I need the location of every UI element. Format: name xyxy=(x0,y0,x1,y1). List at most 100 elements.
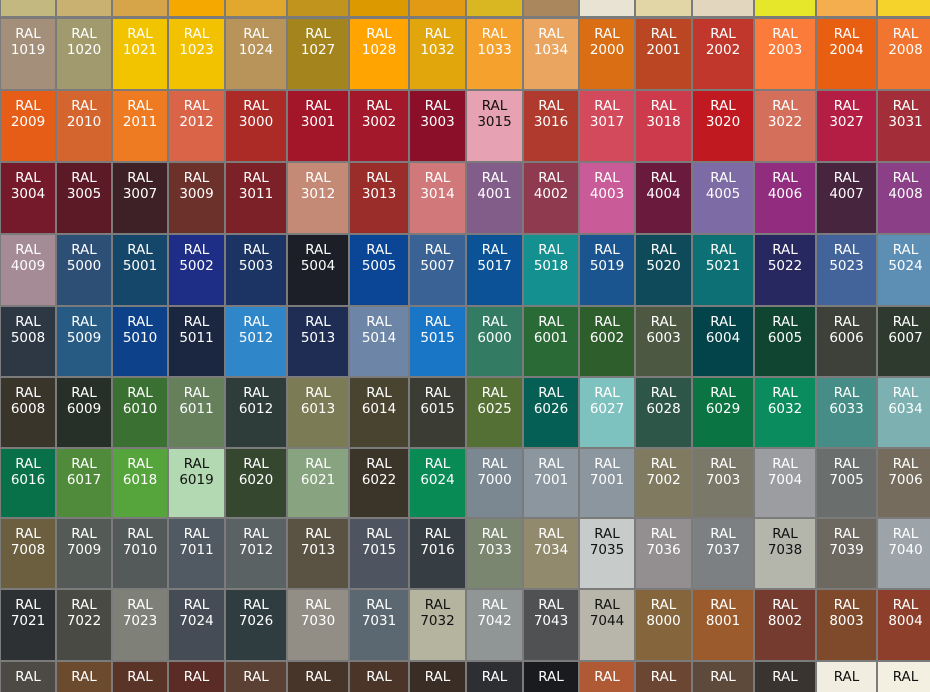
swatch-label: RAL xyxy=(127,98,153,114)
swatch-label: RAL xyxy=(127,669,153,685)
swatch-label: RAL xyxy=(481,98,508,114)
swatch-code: 3013 xyxy=(361,186,397,202)
color-swatch: RAL 3020 xyxy=(693,91,753,161)
swatch-label: RAL xyxy=(538,314,564,330)
swatch-code: 6006 xyxy=(829,330,864,346)
color-swatch: RAL 1028 xyxy=(350,19,408,89)
swatch-label: RAL xyxy=(892,669,919,685)
color-swatch: RAL 7003 xyxy=(693,449,753,517)
swatch-label: RAL xyxy=(183,314,210,330)
color-swatch: RAL 6021 xyxy=(288,449,348,517)
swatch-label: RAL xyxy=(366,314,392,330)
swatch-label: RAL xyxy=(305,98,331,114)
color-swatch: RAL 3001 xyxy=(288,91,348,161)
color-swatch: RAL 5014 xyxy=(350,307,408,376)
color-swatch: RAL 6003 xyxy=(636,307,691,376)
color-swatch: RAL 7022 xyxy=(57,590,111,660)
color-swatch: RAL 8001 xyxy=(693,590,753,660)
swatch-label: RAL xyxy=(305,669,331,685)
swatch-code: 6033 xyxy=(829,401,864,417)
swatch-code: 7008 xyxy=(10,542,46,558)
color-swatch: RAL 7030 xyxy=(288,590,348,660)
color-swatch: RAL 2009 xyxy=(1,91,55,161)
swatch-label: RAL xyxy=(650,170,677,186)
swatch-label: RAL xyxy=(538,669,564,685)
color-swatch: RAL 6013 xyxy=(288,378,348,447)
color-swatch: RAL 4009 xyxy=(1,235,55,305)
swatch-code: 3016 xyxy=(533,114,569,130)
color-swatch: RAL 2001 xyxy=(636,19,691,89)
swatch-code: 3031 xyxy=(888,114,923,130)
swatch-code: 5017 xyxy=(477,258,512,274)
color-swatch: RAL 2003 xyxy=(755,19,815,89)
swatch-code: 3009 xyxy=(179,186,214,202)
swatch-label: RAL xyxy=(650,597,677,613)
color-swatch: RAL 7010 xyxy=(113,519,167,588)
color-swatch: RAL 6032 xyxy=(755,378,815,447)
swatch-label: RAL xyxy=(424,98,451,114)
color-swatch-partial xyxy=(524,0,578,16)
swatch-label: RAL xyxy=(892,170,919,186)
swatch-label: RAL xyxy=(772,669,798,685)
color-swatch: RAL 3004 xyxy=(1,163,55,233)
color-swatch: RAL 5005 xyxy=(350,235,408,305)
swatch-code: 6021 xyxy=(300,472,336,488)
color-swatch: RAL 7036 xyxy=(636,519,691,588)
color-swatch: RAL 6029 xyxy=(693,378,753,447)
color-swatch: RAL 1034 xyxy=(524,19,578,89)
color-swatch: RAL 5020 xyxy=(636,235,691,305)
swatch-code: 8000 xyxy=(646,613,681,629)
swatch-label: RAL xyxy=(772,526,798,542)
swatch-label: RAL xyxy=(424,456,451,472)
swatch-code: 5023 xyxy=(829,258,864,274)
swatch-code: 7009 xyxy=(66,542,102,558)
color-swatch: RAL 5004 xyxy=(288,235,348,305)
swatch-code: 3022 xyxy=(767,114,803,130)
swatch-label: RAL xyxy=(650,526,677,542)
color-swatch: RAL 7012 xyxy=(226,519,286,588)
swatch-code: 5019 xyxy=(589,258,625,274)
color-swatch-partial: RAL xyxy=(288,662,348,692)
swatch-label: RAL xyxy=(243,526,269,542)
swatch-label: RAL xyxy=(15,98,41,114)
swatch-code: 5022 xyxy=(767,258,803,274)
color-swatch: RAL 5019 xyxy=(580,235,634,305)
swatch-label: RAL xyxy=(710,26,736,42)
swatch-code: 7036 xyxy=(646,542,681,558)
swatch-code: 6029 xyxy=(705,401,741,417)
swatch-label: RAL xyxy=(71,314,97,330)
color-swatch: RAL 3017 xyxy=(580,91,634,161)
swatch-code: 4004 xyxy=(646,186,681,202)
color-swatch: RAL 7026 xyxy=(226,590,286,660)
swatch-code: 2004 xyxy=(829,42,864,58)
swatch-code: 1028 xyxy=(361,42,397,58)
swatch-label: RAL xyxy=(594,26,620,42)
swatch-code: 2010 xyxy=(66,114,102,130)
swatch-code: 6028 xyxy=(646,401,681,417)
swatch-code: 5001 xyxy=(122,258,158,274)
swatch-label: RAL xyxy=(15,26,41,42)
color-swatch: RAL 6006 xyxy=(817,307,876,376)
color-swatch: RAL 8003 xyxy=(817,590,876,660)
swatch-code: 4009 xyxy=(10,258,46,274)
color-swatch-partial xyxy=(113,0,167,16)
swatch-code: 6022 xyxy=(361,472,397,488)
color-swatch-partial: RAL xyxy=(693,662,753,692)
swatch-label: RAL xyxy=(15,669,41,685)
swatch-code: 6004 xyxy=(705,330,741,346)
swatch-label: RAL xyxy=(892,98,919,114)
swatch-code: 3020 xyxy=(705,114,741,130)
swatch-label: RAL xyxy=(833,526,860,542)
swatch-label: RAL xyxy=(243,98,269,114)
swatch-label: RAL xyxy=(892,242,919,258)
color-swatch-partial: RAL xyxy=(350,662,408,692)
swatch-label: RAL xyxy=(538,98,564,114)
color-swatch: RAL 8004 xyxy=(878,590,930,660)
swatch-label: RAL xyxy=(15,385,41,401)
color-swatch-partial: RAL xyxy=(878,662,930,692)
swatch-label: RAL xyxy=(366,242,392,258)
swatch-label: RAL xyxy=(366,26,392,42)
swatch-code: 4001 xyxy=(477,186,512,202)
color-swatch: RAL 7034 xyxy=(524,519,578,588)
swatch-label: RAL xyxy=(833,26,860,42)
